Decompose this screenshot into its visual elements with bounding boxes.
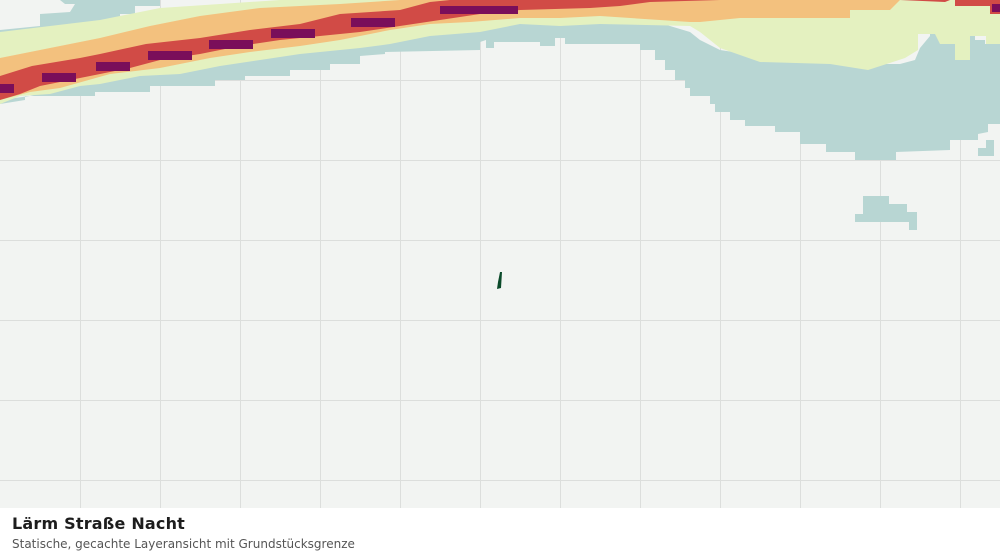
parcel-boundary[interactable] xyxy=(497,272,502,289)
map-canvas xyxy=(0,0,1000,508)
road-noise-band xyxy=(0,0,1000,104)
layer-subtitle: Statische, gecachte Layeransicht mit Gru… xyxy=(12,537,355,551)
layer-title: Lärm Straße Nacht xyxy=(12,514,186,533)
map-view[interactable] xyxy=(0,0,1000,508)
map-caption: Lärm Straße Nacht Statische, gecachte La… xyxy=(0,508,1000,560)
